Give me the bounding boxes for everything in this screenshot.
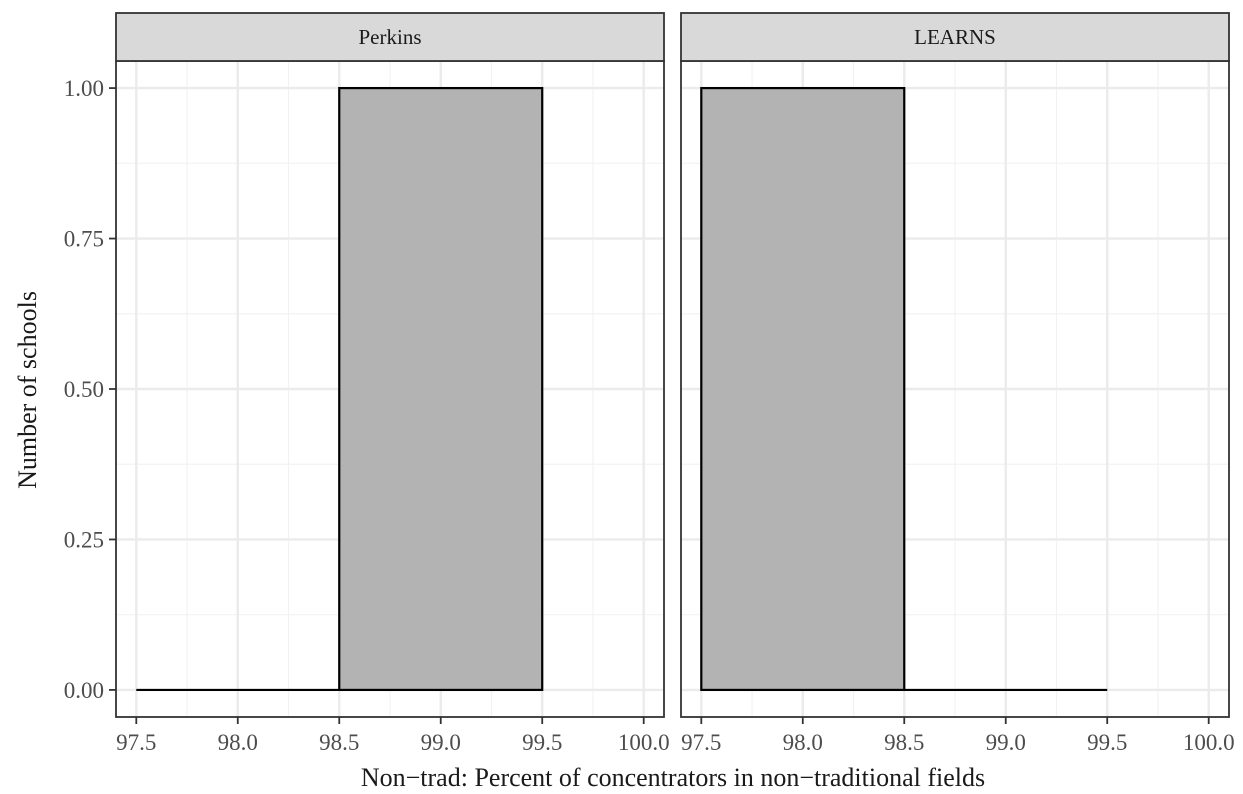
x-tick-label: 99.5 (522, 730, 562, 755)
x-tick-label: 100.0 (1183, 730, 1235, 755)
facet-strip (680, 12, 1230, 62)
x-tick-label: 100.0 (618, 730, 670, 755)
panel-perkins: Perkins 97.5 98.0 98.5 99.0 99.5 100.0 0.00 0.25… (64, 12, 670, 755)
facet-strip (115, 12, 665, 62)
x-axis-title: Non−trad: Percent of concentrators in no… (361, 763, 985, 792)
x-tick-label: 98.5 (884, 730, 924, 755)
y-tick-label: 0.75 (64, 227, 104, 252)
y-tick-label: 0.25 (64, 527, 104, 552)
histogram-bar (700, 86, 906, 692)
panel-learns: LEARNS 97.5 98.0 98.5 99.0 99.5 100.0 (680, 12, 1235, 755)
x-tick-label: 98.0 (783, 730, 823, 755)
x-tick-label: 98.5 (319, 730, 359, 755)
facet-strip-label: LEARNS (914, 25, 996, 49)
histogram-bar (338, 86, 544, 692)
x-tick-label: 99.5 (1087, 730, 1127, 755)
y-tick-label: 1.00 (64, 76, 104, 101)
y-axis-title: Number of schools (13, 291, 42, 489)
x-tick-label: 98.0 (218, 730, 258, 755)
x-tick-label: 99.0 (421, 730, 461, 755)
y-tick-label: 0.00 (64, 678, 104, 703)
facet-strip-label: Perkins (359, 25, 422, 49)
x-tick-label: 99.0 (986, 730, 1026, 755)
y-tick-label: 0.50 (64, 377, 104, 402)
x-tick-label: 97.5 (681, 730, 721, 755)
x-tick-label: 97.5 (116, 730, 156, 755)
